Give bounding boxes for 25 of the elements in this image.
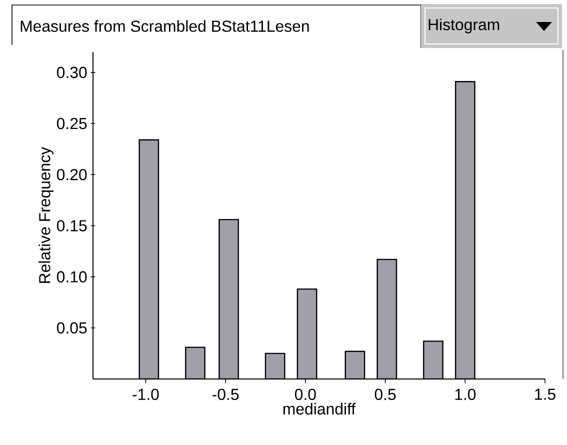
y-tick-label: 0.10	[56, 271, 87, 282]
bar	[138, 139, 160, 379]
x-tick-label: 1.0	[455, 388, 476, 400]
y-axis-title: Relative Frequency	[38, 146, 54, 283]
y-tick-label: 0.05	[56, 322, 87, 334]
bar	[296, 288, 318, 379]
text: Histogram	[428, 18, 500, 34]
bar	[344, 350, 366, 379]
x-axis-title: mediandiff	[283, 402, 356, 415]
bar	[454, 81, 476, 379]
x-tick-label: 0.0	[294, 388, 316, 400]
chart-title: Measures from Scrambled BStat11Lesen	[20, 20, 309, 32]
bar	[185, 346, 206, 379]
y-tick-label: 0.15	[56, 220, 87, 232]
bar	[376, 258, 398, 379]
x-tick-label: 0.5	[374, 388, 396, 400]
y-tick-label: 0.25	[56, 118, 87, 130]
x-tick-label: -1.0	[132, 388, 159, 400]
bar	[218, 218, 239, 379]
y-tick-label: 0.30	[56, 66, 87, 78]
bar	[423, 340, 444, 379]
x-tick-label: 1.5	[535, 388, 556, 400]
y-tick-label: 0.20	[56, 168, 87, 180]
x-tick-label: -0.5	[212, 388, 239, 400]
bar	[264, 352, 286, 379]
